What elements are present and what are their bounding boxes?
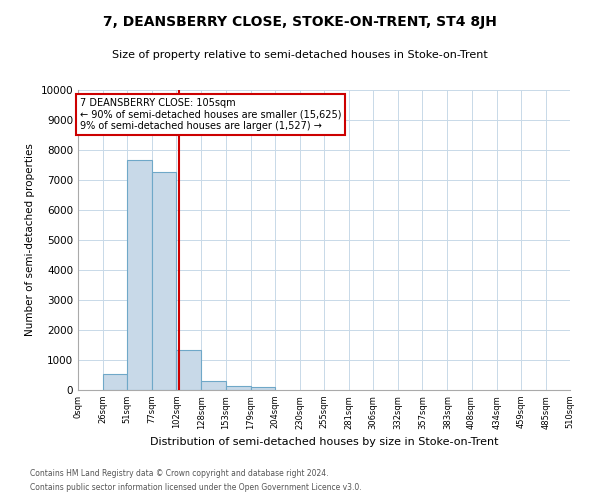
Bar xyxy=(226,386,251,390)
Bar xyxy=(251,388,275,390)
Text: 7 DEANSBERRY CLOSE: 105sqm
← 90% of semi-detached houses are smaller (15,625)
9%: 7 DEANSBERRY CLOSE: 105sqm ← 90% of semi… xyxy=(80,98,341,130)
Y-axis label: Number of semi-detached properties: Number of semi-detached properties xyxy=(25,144,35,336)
Text: Contains HM Land Registry data © Crown copyright and database right 2024.: Contains HM Land Registry data © Crown c… xyxy=(30,468,329,477)
Bar xyxy=(202,380,226,390)
Bar xyxy=(176,350,202,390)
X-axis label: Distribution of semi-detached houses by size in Stoke-on-Trent: Distribution of semi-detached houses by … xyxy=(150,437,498,447)
Bar xyxy=(127,160,152,390)
Text: 7, DEANSBERRY CLOSE, STOKE-ON-TRENT, ST4 8JH: 7, DEANSBERRY CLOSE, STOKE-ON-TRENT, ST4… xyxy=(103,15,497,29)
Bar xyxy=(152,172,176,390)
Bar xyxy=(103,374,127,390)
Text: Size of property relative to semi-detached houses in Stoke-on-Trent: Size of property relative to semi-detach… xyxy=(112,50,488,60)
Text: Contains public sector information licensed under the Open Government Licence v3: Contains public sector information licen… xyxy=(30,484,362,492)
